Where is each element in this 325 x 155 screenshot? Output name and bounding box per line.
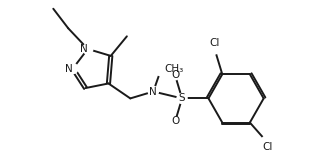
Circle shape	[67, 63, 79, 74]
Text: N: N	[80, 44, 88, 54]
Circle shape	[170, 116, 180, 126]
Text: N: N	[65, 64, 73, 73]
Text: Cl: Cl	[209, 38, 219, 48]
Text: CH₃: CH₃	[165, 64, 184, 73]
Circle shape	[170, 70, 180, 80]
Circle shape	[207, 41, 221, 55]
Circle shape	[148, 86, 159, 97]
Text: S: S	[179, 93, 185, 103]
Circle shape	[260, 135, 274, 149]
Text: O: O	[171, 116, 179, 126]
Text: N: N	[150, 86, 157, 97]
Circle shape	[176, 93, 188, 104]
Text: O: O	[171, 70, 179, 80]
Text: Cl: Cl	[262, 142, 272, 152]
Circle shape	[82, 43, 94, 55]
Circle shape	[153, 60, 169, 77]
